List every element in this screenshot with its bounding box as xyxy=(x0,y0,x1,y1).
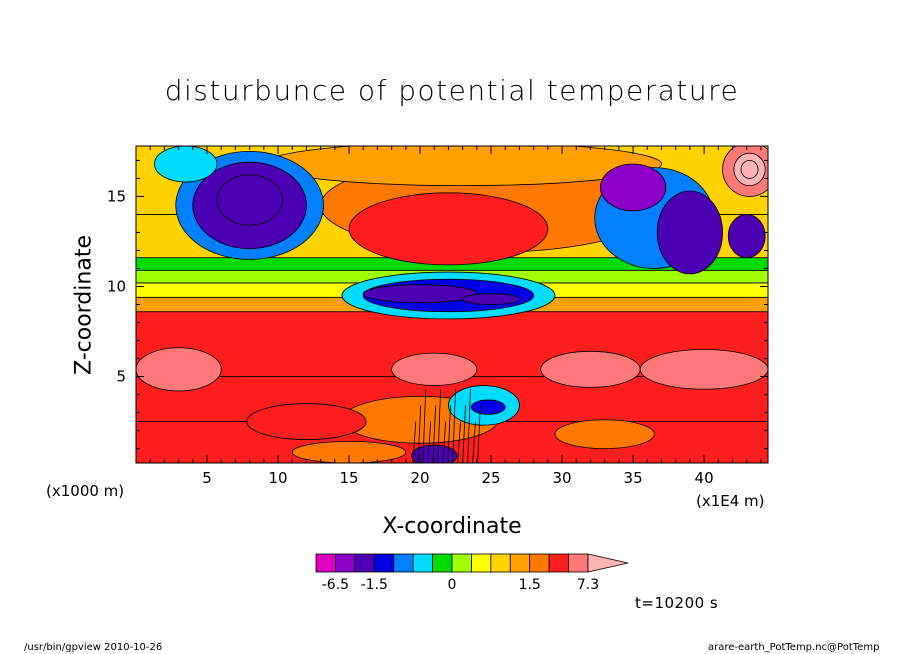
x-tick-label: 15 xyxy=(339,469,358,487)
x-tick-label: 25 xyxy=(482,469,501,487)
colorbar-segment xyxy=(393,553,414,573)
colorbar-segment xyxy=(568,553,589,573)
field-contour-region xyxy=(554,419,655,449)
field-contour-line xyxy=(437,389,442,463)
colorbar-segment xyxy=(373,553,395,573)
field-contour-region xyxy=(740,160,759,179)
colorbar-segment xyxy=(548,553,569,573)
field-contour-line xyxy=(462,405,466,463)
field-contour-region xyxy=(216,174,283,226)
colorbar-segment xyxy=(451,553,472,573)
field-contour-region xyxy=(656,190,723,275)
y-tick-label: 5 xyxy=(116,368,126,386)
colorbar-segment xyxy=(335,553,356,573)
colorbar-tick-label: -6.5 xyxy=(322,577,349,593)
colorbar-segment xyxy=(490,553,511,573)
field-contour-line xyxy=(432,405,437,463)
x-tick-label: 35 xyxy=(624,469,643,487)
colorbar: -6.5 -1.5 0 1.5 7.3 xyxy=(315,553,629,593)
colorbar-segment xyxy=(354,553,375,573)
chart-title: disturbunce of potential temperature xyxy=(164,74,740,107)
field-contour-line xyxy=(442,421,447,463)
colorbar-tick-label: 1.5 xyxy=(519,577,541,593)
field-contour-line xyxy=(477,405,481,463)
colorbar-segment xyxy=(471,553,492,573)
colorbar-tick-label: -1.5 xyxy=(361,577,388,593)
colorbar-segment xyxy=(315,553,336,573)
footer-right: arare-earth_PotTemp.nc@PotTemp xyxy=(708,642,880,653)
field-contour-line xyxy=(427,421,432,463)
plot-axes: 5 10 15 20 25 30 35 40 5 10 15 xyxy=(107,145,769,487)
field-contour-line xyxy=(422,389,427,463)
colorbar-segment xyxy=(529,553,550,573)
field-contour-region xyxy=(600,163,667,212)
field-contour-line xyxy=(467,389,471,463)
x-tick-label: 10 xyxy=(268,469,287,487)
colorbar-segment xyxy=(432,553,453,573)
time-stamp: t=10200 s xyxy=(635,594,719,612)
field-contour-region xyxy=(136,347,222,392)
field-contour-line xyxy=(472,421,476,463)
field-contour-region xyxy=(246,403,367,440)
footer-left: /usr/bin/gpview 2010-10-26 xyxy=(24,642,163,653)
x-unit-right: (x1E4 m) xyxy=(696,492,765,510)
field-contour-region xyxy=(540,350,641,388)
x-tick-label: 40 xyxy=(695,469,714,487)
x-unit-left: (x1000 m) xyxy=(46,482,125,500)
y-axis-label: Z-coordinate xyxy=(71,235,97,375)
x-axis-label: X-coordinate xyxy=(382,514,522,539)
field-contour-line xyxy=(447,405,451,463)
field-contour-region xyxy=(348,192,549,266)
colorbar-segment xyxy=(412,553,433,573)
field-contour-line xyxy=(412,421,417,463)
field-contour-region xyxy=(470,399,506,415)
field-contour-region xyxy=(727,214,766,259)
field-contour-region xyxy=(362,284,478,304)
x-tick-label: 20 xyxy=(410,469,429,487)
field-contour-region xyxy=(639,349,768,390)
potential-temperature-field xyxy=(136,146,768,463)
y-tick-label: 15 xyxy=(107,187,126,205)
colorbar-tick-label: 0 xyxy=(448,577,457,593)
field-contour-line xyxy=(417,405,422,463)
colorbar-segment xyxy=(509,553,531,573)
colorbar-tick-label: 7.3 xyxy=(577,577,599,593)
field-contour-region xyxy=(154,146,218,183)
field-contour-line xyxy=(457,421,461,463)
field-contour-line xyxy=(452,389,456,463)
x-tick-label: 5 xyxy=(202,469,212,487)
colorbar-extension xyxy=(587,553,629,573)
field-contour-region xyxy=(462,293,520,305)
field-contour-region xyxy=(391,352,478,386)
x-tick-label: 30 xyxy=(553,469,572,487)
y-tick-label: 10 xyxy=(107,277,126,295)
